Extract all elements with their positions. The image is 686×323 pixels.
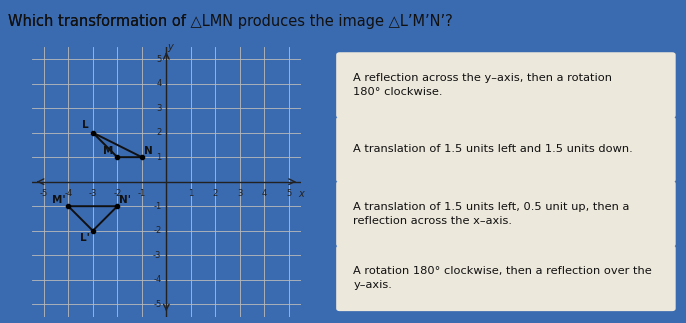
Text: 4: 4 (262, 189, 267, 198)
FancyBboxPatch shape (336, 52, 676, 118)
Text: y: y (167, 42, 173, 52)
Text: -4: -4 (64, 189, 73, 198)
FancyBboxPatch shape (336, 117, 676, 182)
FancyBboxPatch shape (336, 245, 676, 311)
Text: 2: 2 (213, 189, 218, 198)
Text: -3: -3 (88, 189, 97, 198)
Text: N: N (144, 146, 152, 156)
Text: 1: 1 (188, 189, 193, 198)
Text: A translation of 1.5 units left and 1.5 units down.: A translation of 1.5 units left and 1.5 … (353, 144, 633, 154)
Text: 2: 2 (156, 128, 161, 137)
Text: -5: -5 (40, 189, 48, 198)
Text: L: L (82, 120, 89, 130)
Text: -2: -2 (153, 226, 161, 235)
Text: M': M' (52, 195, 66, 205)
Text: -1: -1 (153, 202, 161, 211)
Text: -3: -3 (153, 251, 161, 260)
Text: x: x (298, 189, 304, 199)
Text: A rotation 180° clockwise, then a reflection over the
y–axis.: A rotation 180° clockwise, then a reflec… (353, 266, 652, 290)
Text: -5: -5 (153, 300, 161, 309)
Text: Which transformation of: Which transformation of (8, 14, 191, 29)
Text: -4: -4 (153, 275, 161, 284)
Text: 5: 5 (156, 55, 161, 64)
Text: Which transformation of △LMN produces the image △L’M’N’?: Which transformation of △LMN produces th… (8, 14, 453, 29)
Text: A translation of 1.5 units left, 0.5 unit up, then a
reflection across the x–axi: A translation of 1.5 units left, 0.5 uni… (353, 202, 630, 226)
Text: N': N' (119, 195, 131, 205)
Text: 1: 1 (156, 153, 161, 162)
Text: 5: 5 (286, 189, 292, 198)
Text: -1: -1 (138, 189, 146, 198)
FancyBboxPatch shape (336, 181, 676, 247)
Text: L': L' (80, 233, 91, 243)
Text: A reflection across the y–axis, then a rotation
180° clockwise.: A reflection across the y–axis, then a r… (353, 73, 613, 97)
Text: 4: 4 (156, 79, 161, 88)
Text: 3: 3 (156, 104, 161, 113)
Text: M: M (104, 146, 114, 156)
Text: -2: -2 (113, 189, 121, 198)
Text: 3: 3 (237, 189, 243, 198)
